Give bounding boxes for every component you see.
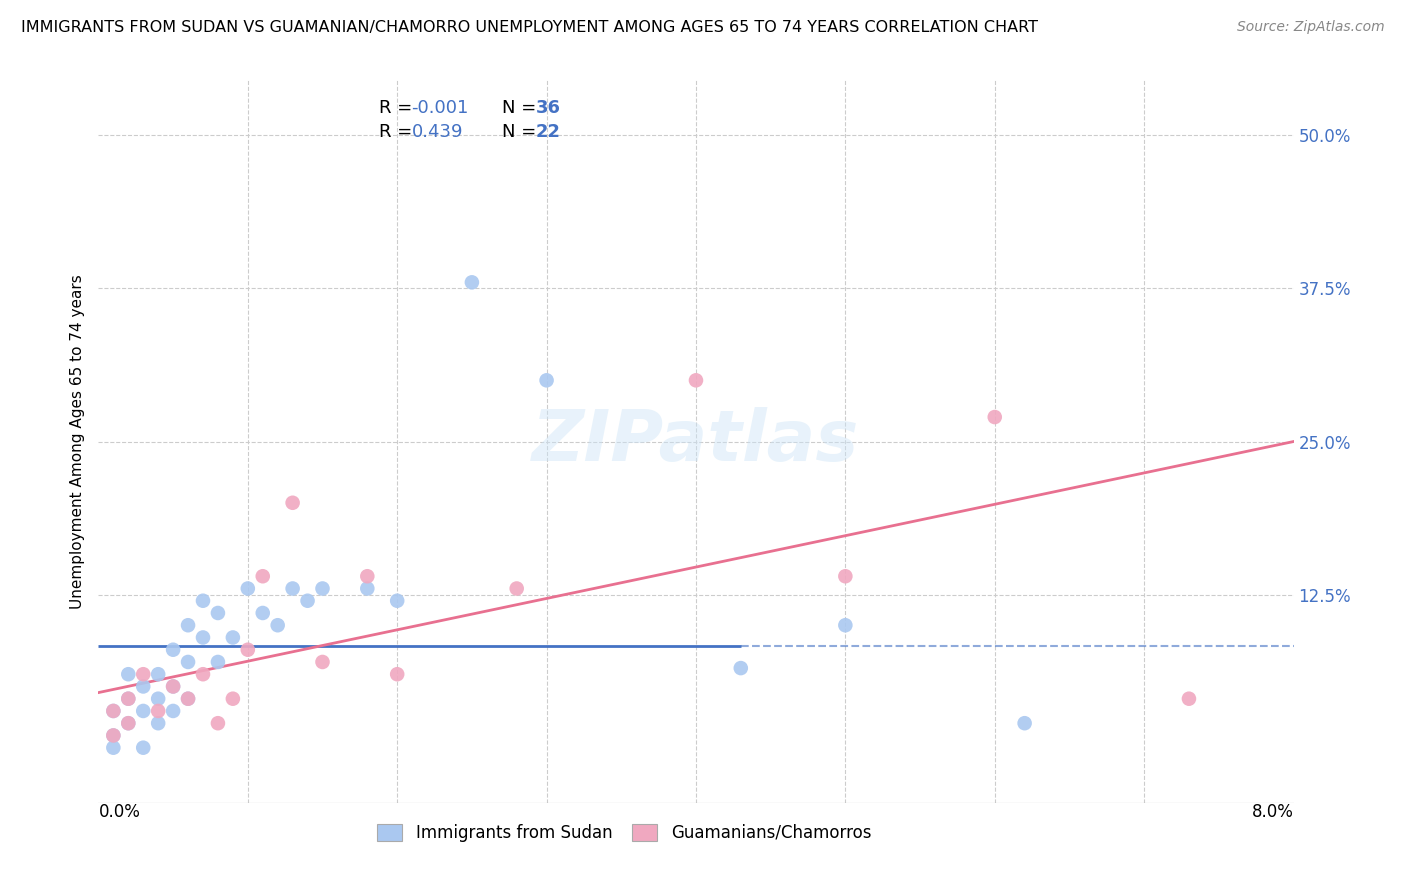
Point (730, 661, 752, 675)
Point (207, 716, 229, 731)
Point (117, 691, 139, 706)
Point (177, 655, 200, 669)
Text: R =: R = (380, 123, 425, 141)
Point (984, 410, 1007, 425)
Point (311, 655, 333, 669)
Point (385, 593, 409, 607)
Text: N =: N = (502, 123, 543, 141)
Point (222, 631, 245, 645)
Point (281, 496, 304, 510)
Point (162, 680, 184, 694)
Point (356, 569, 378, 583)
Point (148, 704, 170, 718)
Point (117, 667, 139, 681)
Point (191, 631, 214, 645)
Point (834, 618, 856, 632)
Point (132, 667, 155, 681)
Point (311, 582, 333, 596)
Text: ZIPatlas: ZIPatlas (533, 407, 859, 476)
Point (1014, 716, 1036, 731)
Legend: Immigrants from Sudan, Guamanians/Chamorros: Immigrants from Sudan, Guamanians/Chamor… (371, 817, 877, 848)
Point (356, 582, 378, 596)
Text: -0.001: -0.001 (412, 99, 470, 117)
Point (103, 740, 125, 755)
Point (177, 691, 200, 706)
Point (207, 606, 229, 620)
Point (103, 728, 125, 742)
Text: N =: N = (502, 99, 543, 117)
Point (297, 593, 319, 607)
Point (506, 582, 529, 596)
Y-axis label: Unemployment Among Ages 65 to 74 years: Unemployment Among Ages 65 to 74 years (69, 274, 84, 609)
Point (685, 373, 707, 387)
Point (162, 642, 184, 657)
Point (207, 655, 229, 669)
Text: 0.439: 0.439 (412, 123, 463, 141)
Point (1178, 691, 1201, 706)
Point (148, 716, 170, 731)
Point (148, 691, 170, 706)
Point (222, 691, 245, 706)
Point (103, 728, 125, 742)
Point (236, 582, 259, 596)
Point (148, 667, 170, 681)
Point (117, 691, 139, 706)
Point (191, 667, 214, 681)
Text: R =: R = (380, 99, 418, 117)
Point (252, 569, 274, 583)
Point (177, 691, 200, 706)
Text: 22: 22 (536, 123, 561, 141)
Text: 0.0%: 0.0% (98, 803, 141, 821)
Point (132, 680, 155, 694)
Point (177, 618, 200, 632)
Text: IMMIGRANTS FROM SUDAN VS GUAMANIAN/CHAMORRO UNEMPLOYMENT AMONG AGES 65 TO 74 YEA: IMMIGRANTS FROM SUDAN VS GUAMANIAN/CHAMO… (21, 20, 1038, 35)
Point (162, 680, 184, 694)
Point (385, 667, 409, 681)
Point (461, 276, 484, 290)
Point (132, 704, 155, 718)
Point (267, 618, 290, 632)
Point (191, 593, 214, 607)
Point (536, 373, 558, 387)
Point (834, 569, 856, 583)
Point (252, 606, 274, 620)
Point (281, 582, 304, 596)
Point (162, 704, 184, 718)
Text: Source: ZipAtlas.com: Source: ZipAtlas.com (1237, 20, 1385, 34)
Point (103, 704, 125, 718)
Text: 36: 36 (536, 99, 561, 117)
Text: 8.0%: 8.0% (1251, 803, 1294, 821)
Point (117, 716, 139, 731)
Point (236, 642, 259, 657)
Point (103, 704, 125, 718)
Point (132, 740, 155, 755)
Point (117, 716, 139, 731)
